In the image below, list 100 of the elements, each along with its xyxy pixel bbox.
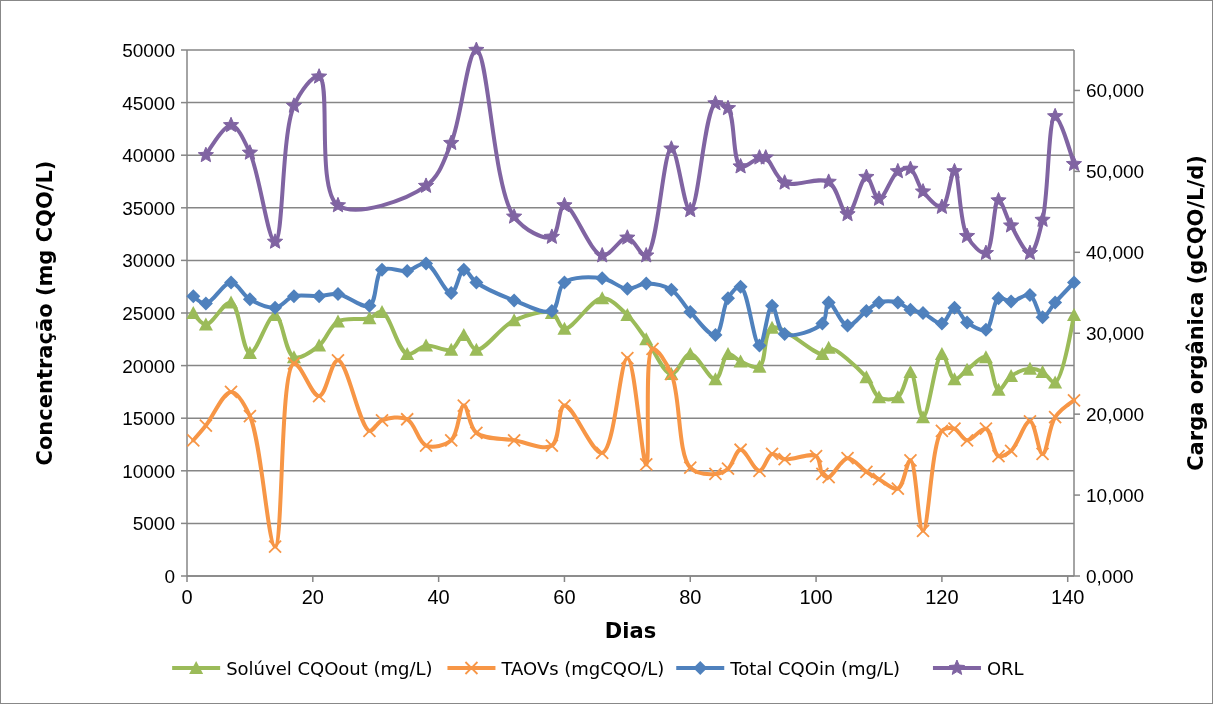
point xyxy=(947,372,962,386)
point xyxy=(241,144,259,160)
point xyxy=(198,317,213,331)
point xyxy=(362,298,377,313)
point xyxy=(903,364,918,378)
point xyxy=(620,281,635,296)
point xyxy=(198,296,213,311)
point xyxy=(268,300,283,315)
point xyxy=(958,227,976,244)
point xyxy=(444,433,459,448)
point xyxy=(840,318,855,333)
point xyxy=(683,304,698,319)
y2-axis-title: Carga orgânica (gCQO/L/d) xyxy=(1184,155,1208,471)
point xyxy=(708,372,723,386)
point xyxy=(991,291,1006,306)
point xyxy=(268,539,282,554)
point xyxy=(286,289,301,304)
point xyxy=(400,347,415,361)
point xyxy=(707,94,724,111)
point xyxy=(1035,364,1050,378)
point xyxy=(224,295,239,309)
point xyxy=(1067,308,1081,322)
point xyxy=(1004,443,1018,458)
y-tick-label: 15000 xyxy=(122,408,175,430)
point xyxy=(960,362,975,376)
point xyxy=(1067,393,1081,408)
point xyxy=(468,41,485,57)
point xyxy=(266,233,284,249)
point xyxy=(777,452,792,467)
point xyxy=(469,342,484,356)
y2-tick-label: 20,000 xyxy=(1086,404,1145,426)
y-axis-title: Concentração (mg CQO/L) xyxy=(33,160,57,466)
point xyxy=(400,263,415,278)
point xyxy=(1035,447,1050,461)
point xyxy=(664,282,679,297)
point xyxy=(400,412,415,427)
point xyxy=(1004,369,1019,383)
point xyxy=(557,275,572,290)
point xyxy=(765,298,780,313)
point xyxy=(619,229,636,245)
x-tick-label: 80 xyxy=(679,586,702,608)
point xyxy=(222,116,240,133)
point xyxy=(595,446,610,460)
point xyxy=(752,359,767,373)
point xyxy=(916,523,930,538)
x-tick-label: 60 xyxy=(553,586,576,608)
point xyxy=(1021,244,1039,261)
y-tick-label: 25000 xyxy=(122,303,175,324)
point xyxy=(311,68,328,84)
point xyxy=(506,208,523,224)
point xyxy=(979,421,993,436)
point xyxy=(638,247,655,263)
point xyxy=(839,205,856,222)
point xyxy=(556,196,573,213)
point xyxy=(243,409,257,423)
point xyxy=(620,308,635,322)
point xyxy=(507,313,522,327)
point xyxy=(456,262,471,277)
point xyxy=(1048,295,1063,310)
point xyxy=(469,426,484,440)
legend-label: ORL xyxy=(986,658,1024,679)
y2-tick-label: 0,000 xyxy=(1086,566,1134,587)
point xyxy=(469,275,484,290)
point xyxy=(991,382,1006,396)
point xyxy=(456,398,471,413)
point xyxy=(1004,294,1019,309)
point xyxy=(978,350,993,364)
point xyxy=(1002,217,1020,233)
point xyxy=(557,321,572,335)
point xyxy=(417,177,435,193)
y-tick-label: 40000 xyxy=(122,145,175,167)
point xyxy=(186,289,201,304)
point xyxy=(375,262,390,277)
point xyxy=(890,481,905,496)
y-tick-label: 20000 xyxy=(122,355,175,377)
legend-label: Solúvel CQOout (mg/L) xyxy=(226,658,433,679)
y-tick-label: 45000 xyxy=(122,92,175,114)
point xyxy=(1022,288,1037,303)
point xyxy=(639,457,654,472)
point xyxy=(872,472,886,487)
point xyxy=(752,338,767,353)
point xyxy=(820,173,837,189)
legend-label: TAOVs (mgCQO/L) xyxy=(500,658,665,679)
legend-label: Total CQOin (mg/L) xyxy=(729,658,901,679)
point xyxy=(620,351,635,366)
point xyxy=(946,162,963,179)
x-tick-label: 20 xyxy=(301,586,324,608)
point xyxy=(721,291,736,306)
point xyxy=(934,316,949,331)
point xyxy=(419,256,434,271)
x-tick-label: 140 xyxy=(1051,586,1085,608)
point xyxy=(752,463,767,478)
point xyxy=(663,140,680,156)
point xyxy=(1034,211,1051,227)
point xyxy=(444,342,459,356)
point xyxy=(916,410,931,424)
point xyxy=(645,341,660,356)
point xyxy=(733,354,748,368)
point xyxy=(224,275,239,290)
x-tick-label: 0 xyxy=(181,586,193,608)
